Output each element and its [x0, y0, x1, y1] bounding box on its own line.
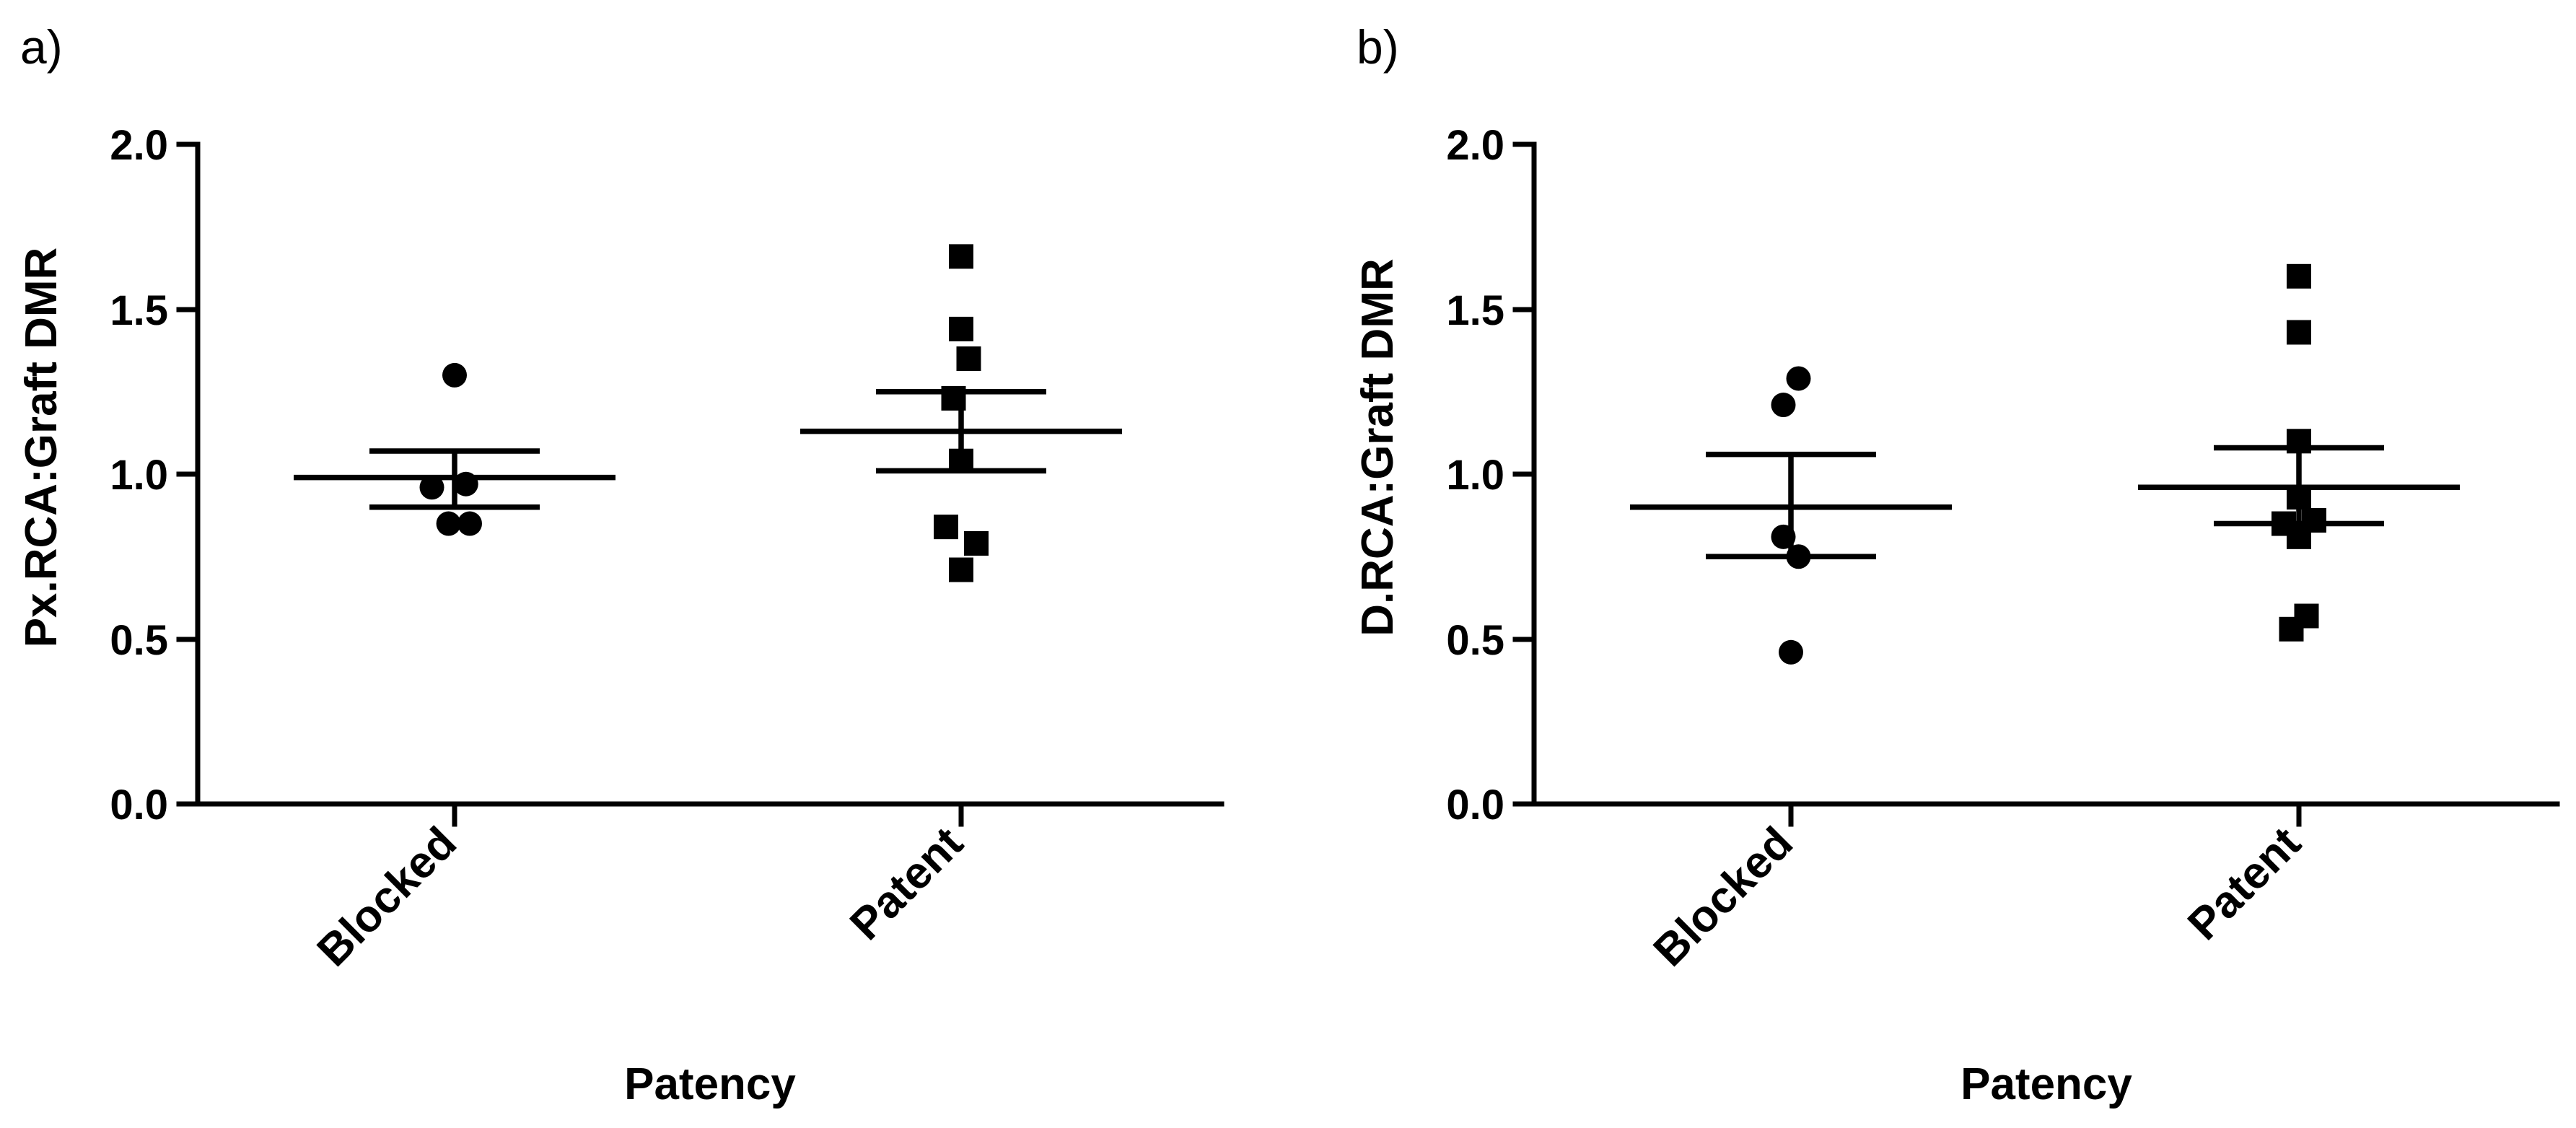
data-point-a-patent-7: [949, 557, 973, 582]
y-tick-b-0: 0.0: [1446, 782, 1537, 828]
y-tick-b-1: 0.5: [1446, 617, 1537, 664]
plot-area-a: [294, 244, 1122, 582]
x-cat-label-a-blocked: Blocked: [308, 818, 466, 976]
data-point-b-blocked-4: [1779, 639, 1803, 665]
y-tick-label-b-2: 1.0: [1446, 452, 1504, 499]
y-tick-label-a-3: 1.5: [110, 287, 168, 334]
data-point-a-patent-5: [934, 515, 958, 540]
data-point-b-blocked-0: [1786, 366, 1811, 391]
data-point-a-blocked-1: [419, 475, 444, 500]
data-point-b-patent-1: [2287, 320, 2311, 345]
y-tick-b-2: 1.0: [1446, 452, 1537, 499]
data-point-a-patent-1: [949, 316, 973, 341]
plot-area-b: [1630, 263, 2460, 665]
y-tick-label-b-0: 0.0: [1446, 782, 1504, 828]
y-tick-label-b-3: 1.5: [1446, 287, 1504, 334]
panel-a: a) Px.RCA:Graft DMR Patency 0.0 0.5 1.0 …: [17, 20, 1225, 1109]
y-tick-label-a-1: 0.5: [110, 617, 168, 664]
panel-label-b: b): [1357, 20, 1399, 74]
y-tick-b-4: 2.0: [1446, 122, 1537, 169]
panel-b: b) D.RCA:Graft DMR Patency 0.0 0.5 1.0 1…: [1353, 20, 2560, 1109]
data-point-b-patent-6: [2287, 524, 2311, 549]
panel-label-a: a): [20, 20, 63, 74]
data-point-a-blocked-4: [457, 511, 482, 536]
y-axis-title-a: Px.RCA:Graft DMR: [17, 248, 66, 648]
data-point-a-blocked-2: [453, 471, 478, 497]
y-tick-a-1: 0.5: [110, 617, 201, 664]
data-point-a-patent-2: [956, 346, 981, 372]
data-point-a-patent-3: [941, 385, 966, 411]
y-tick-a-2: 1.0: [110, 452, 201, 499]
y-tick-a-0: 0.0: [110, 782, 201, 828]
data-point-a-patent-4: [949, 448, 973, 473]
y-tick-a-3: 1.5: [110, 287, 201, 334]
data-point-a-patent-6: [964, 530, 989, 556]
y-tick-label-b-4: 2.0: [1446, 122, 1504, 169]
y-tick-label-b-1: 0.5: [1446, 617, 1504, 664]
data-point-b-patent-8: [2279, 616, 2304, 642]
data-point-b-patent-3: [2287, 484, 2311, 510]
data-point-a-patent-0: [949, 244, 973, 269]
y-tick-b-3: 1.5: [1446, 287, 1537, 334]
y-tick-a-4: 2.0: [110, 122, 201, 169]
data-point-b-blocked-3: [1786, 544, 1811, 569]
x-axis-title-b: Patency: [1961, 1059, 2132, 1109]
data-point-b-patent-0: [2287, 263, 2311, 289]
y-axis-title-b: D.RCA:Graft DMR: [1353, 258, 1403, 637]
y-tick-label-a-4: 2.0: [110, 122, 168, 169]
x-cat-label-a-patent: Patent: [841, 818, 973, 950]
x-cat-label-b-patent: Patent: [2178, 818, 2310, 950]
x-axis-title-a: Patency: [624, 1059, 796, 1109]
data-point-b-blocked-1: [1771, 393, 1796, 418]
y-tick-label-a-0: 0.0: [110, 782, 168, 828]
data-point-a-blocked-3: [436, 511, 461, 536]
data-point-b-patent-2: [2287, 429, 2311, 454]
x-cat-label-b-blocked: Blocked: [1644, 818, 1802, 976]
data-point-a-blocked-0: [442, 362, 467, 388]
data-point-b-blocked-2: [1771, 524, 1796, 549]
y-tick-label-a-2: 1.0: [110, 452, 168, 499]
